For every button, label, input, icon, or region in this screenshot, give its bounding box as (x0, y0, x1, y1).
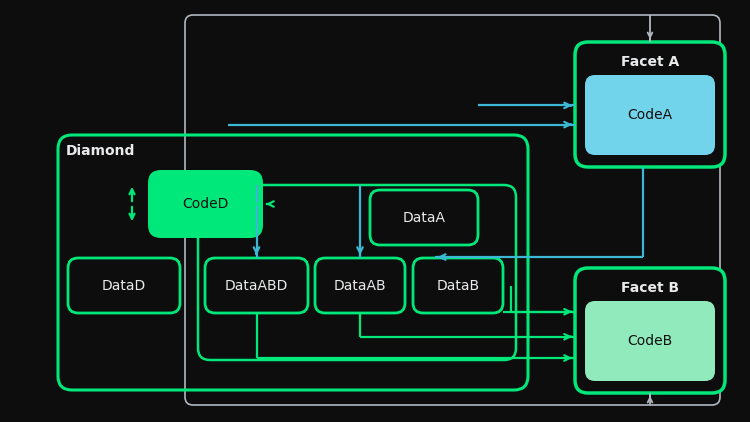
FancyBboxPatch shape (575, 268, 725, 393)
FancyBboxPatch shape (68, 258, 180, 313)
FancyBboxPatch shape (575, 42, 725, 167)
Text: DataB: DataB (436, 279, 479, 292)
Text: CodeA: CodeA (628, 108, 673, 122)
Text: Facet A: Facet A (621, 55, 680, 69)
FancyBboxPatch shape (315, 258, 405, 313)
Text: DataAB: DataAB (334, 279, 386, 292)
FancyBboxPatch shape (413, 258, 503, 313)
Text: CodeB: CodeB (627, 334, 673, 348)
Text: DataABD: DataABD (225, 279, 288, 292)
FancyBboxPatch shape (585, 75, 715, 155)
Text: DataD: DataD (102, 279, 146, 292)
Text: Diamond: Diamond (65, 144, 135, 158)
FancyBboxPatch shape (205, 258, 308, 313)
FancyBboxPatch shape (370, 190, 478, 245)
Text: DataA: DataA (403, 211, 445, 225)
Text: Facet B: Facet B (621, 281, 679, 295)
Text: CodeD: CodeD (182, 197, 229, 211)
FancyBboxPatch shape (148, 170, 263, 238)
FancyBboxPatch shape (585, 301, 715, 381)
